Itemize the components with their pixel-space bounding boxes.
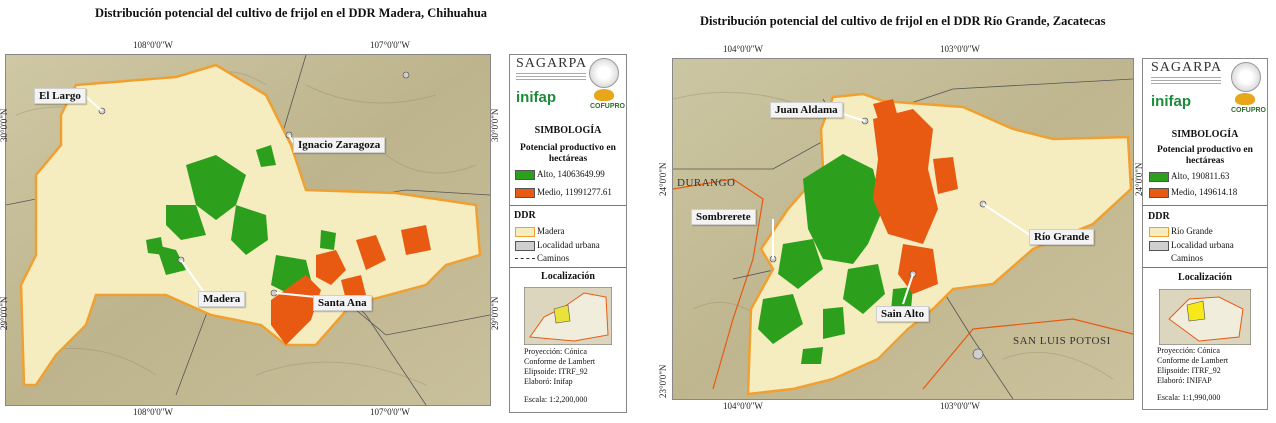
swatch-caminos <box>515 258 535 259</box>
tick-top-107: 107°0'0"W <box>370 40 410 50</box>
legend-potencial-heading: Potencial productivo en hectáreas <box>1157 145 1253 166</box>
sagarpa-logo: SAGARPA <box>1151 60 1223 75</box>
state-boundaries[interactable] <box>673 178 1133 390</box>
swatch-localidad <box>1149 241 1169 251</box>
legend-localidad: Localidad urbana <box>537 240 600 250</box>
callout-leaders <box>772 113 1034 305</box>
legend-conforme: Conforme de Lambert <box>1157 356 1229 365</box>
callout-santa-ana: Santa Ana <box>313 295 372 311</box>
medio-potential-area[interactable] <box>873 99 958 294</box>
legend-caminos: Caminos <box>1171 253 1204 263</box>
legend-divider <box>510 205 626 206</box>
medio-potential-area[interactable] <box>271 225 431 345</box>
legend-localidad: Localidad urbana <box>1171 240 1234 250</box>
inifap-logo: inifap <box>516 89 556 106</box>
tick-left-30: 30°0'0"N <box>0 108 9 142</box>
legend-simbologia-heading: SIMBOLOGÍA <box>534 125 602 136</box>
tick-bottom-103: 103°0'0"W <box>940 401 980 411</box>
tick-bottom-104: 104°0'0"W <box>723 401 763 411</box>
tick-top-104: 104°0'0"W <box>723 44 763 54</box>
tick-left-29: 29°0'0"N <box>0 296 9 330</box>
swatch-localidad <box>515 241 535 251</box>
swatch-ddr <box>515 227 535 237</box>
legend-potencial-heading: Potencial productivo en hectáreas <box>520 143 616 164</box>
legend-elaboro: Elaboró: INIFAP <box>1157 376 1212 385</box>
alto-potential-area[interactable] <box>146 145 336 295</box>
sagarpa-subtitle-decoration <box>516 72 586 80</box>
callout-el-largo: El Largo <box>34 88 86 104</box>
legend-escala: Escala: 1:1,990,000 <box>1157 393 1221 402</box>
right-legend: SAGARPA inifap COFUPRO SIMBOLOGÍA Potenc… <box>1142 58 1268 410</box>
legend-proyeccion: Proyección: Cónica <box>1157 346 1220 355</box>
left-legend: SAGARPA inifap COFUPRO SIMBOLOGÍA Potenc… <box>509 54 627 413</box>
locator-map-rio-grande <box>1159 289 1251 345</box>
legend-ddr-heading: DDR <box>514 210 536 221</box>
cofupro-icon <box>1235 93 1255 105</box>
tick-right-30: 30°0'0"N <box>490 108 500 142</box>
legend-localizacion-heading: Localización <box>1178 272 1232 283</box>
legend-ddr-heading: DDR <box>1148 211 1170 222</box>
legend-divider <box>1143 205 1267 206</box>
right-map-title: Distribución potencial del cultivo de fr… <box>700 14 1106 28</box>
tick-bottom-108: 108°0'0"W <box>133 407 173 417</box>
legend-divider-2 <box>1143 267 1267 268</box>
callout-ignacio-zaragoza: Ignacio Zaragoza <box>293 137 386 153</box>
legend-escala: Escala: 1:2,200,000 <box>524 395 588 404</box>
locator-map-madera <box>524 287 612 345</box>
legend-caminos: Caminos <box>537 253 570 263</box>
legend-elipsoide: Elipsoide: ITRF_92 <box>1157 366 1221 375</box>
legend-simbologia-heading: SIMBOLOGÍA <box>1171 129 1239 140</box>
swatch-medio <box>1149 188 1169 198</box>
legend-divider-2 <box>510 267 626 268</box>
callout-juan-aldama: Juan Aldama <box>770 102 843 118</box>
state-label-san-luis-potosi: SAN LUIS POTOSI <box>1013 335 1111 347</box>
tick-left-23: 23°0'0"N <box>658 364 668 398</box>
right-map-panel: Juan Aldama Sombrerete Río Grande Sain A… <box>640 0 1276 423</box>
tick-right-29: 29°0'0"N <box>490 296 500 330</box>
legend-medio: Medio, 11991277.61 <box>537 187 612 197</box>
mexico-seal-icon <box>1231 62 1261 92</box>
swatch-medio <box>515 188 535 198</box>
tick-top-108: 108°0'0"W <box>133 40 173 50</box>
legend-proyeccion: Proyección: Cónica <box>524 347 587 356</box>
left-map-canvas[interactable] <box>6 55 490 405</box>
legend-ddr-item: Río Grande <box>1171 226 1213 236</box>
mexico-seal-icon <box>589 58 619 88</box>
left-map-frame: El Largo Ignacio Zaragoza Madera Santa A… <box>5 54 491 406</box>
cofupro-logo: COFUPRO <box>1231 107 1266 114</box>
inifap-logo: inifap <box>1151 93 1191 110</box>
tick-left-24: 24°0'0"N <box>658 162 668 196</box>
cofupro-logo: COFUPRO <box>590 103 625 110</box>
tick-bottom-107: 107°0'0"W <box>370 407 410 417</box>
state-label-durango: DURANGO <box>677 177 736 189</box>
legend-alto: Alto, 14063649.99 <box>537 169 605 179</box>
legend-elaboro: Elaboró: Inifap <box>524 377 573 386</box>
callout-sain-alto: Sain Alto <box>876 306 930 322</box>
swatch-ddr <box>1149 227 1169 237</box>
legend-medio: Medio, 149614.18 <box>1171 187 1238 197</box>
callout-sombrerete: Sombrerete <box>691 209 756 225</box>
legend-elipsoide: Elipsoide: ITRF_92 <box>524 367 588 376</box>
legend-localizacion-heading: Localización <box>541 271 595 282</box>
legend-conforme: Conforme de Lambert <box>524 357 596 366</box>
left-map-panel: El Largo Ignacio Zaragoza Madera Santa A… <box>0 0 630 423</box>
right-map-frame: Juan Aldama Sombrerete Río Grande Sain A… <box>672 58 1134 400</box>
swatch-alto <box>515 170 535 180</box>
legend-ddr-item: Madera <box>537 226 565 236</box>
left-map-title: Distribución potencial del cultivo de fr… <box>95 6 488 20</box>
sagarpa-logo: SAGARPA <box>516 56 588 71</box>
legend-alto: Alto, 190811.63 <box>1171 171 1230 181</box>
callout-rio-grande: Río Grande <box>1029 229 1095 245</box>
right-map-canvas[interactable] <box>673 59 1133 399</box>
swatch-alto <box>1149 172 1169 182</box>
cofupro-icon <box>594 89 614 101</box>
sagarpa-subtitle-decoration <box>1151 76 1221 84</box>
callout-madera: Madera <box>198 291 246 307</box>
tick-top-103: 103°0'0"W <box>940 44 980 54</box>
